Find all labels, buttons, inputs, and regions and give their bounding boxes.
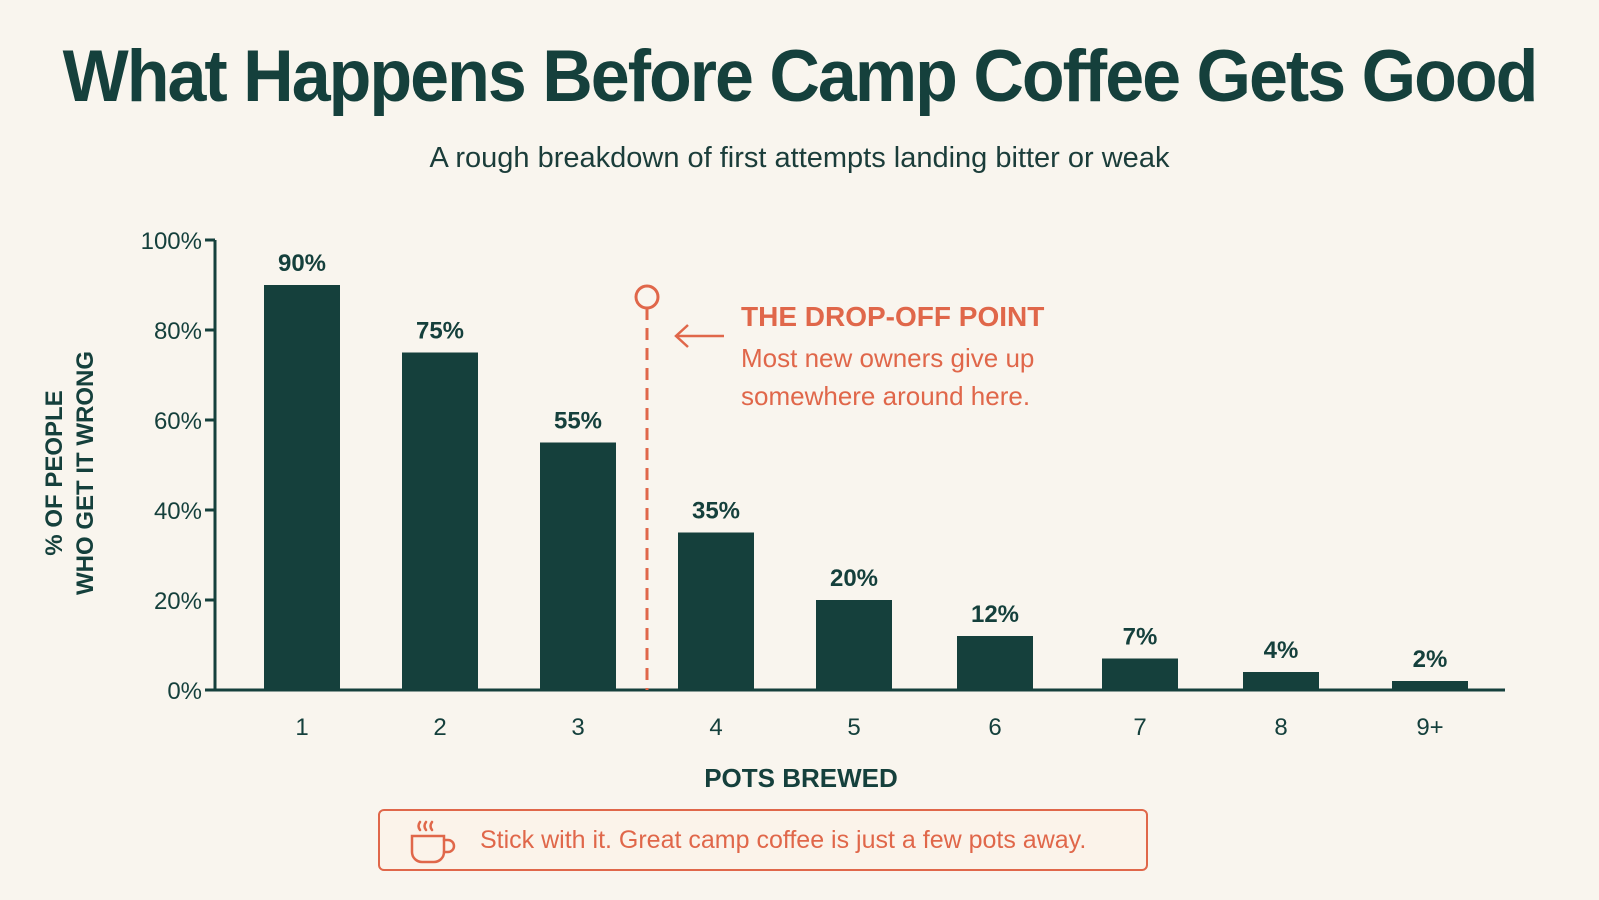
y-axis-ticks: 0% 20% 40% 60% 80% 100% [141,228,215,705]
value-label: 90% [278,250,326,277]
y-tick-label: 0% [167,678,202,705]
bar-2 [402,352,478,690]
drop-off-marker-circle [634,284,660,310]
x-tick-label: 9+ [1416,714,1443,741]
bar-3 [540,442,616,690]
x-tick-label: 8 [1274,714,1287,741]
chart-title: What Happens Before Camp Coffee Gets Goo… [62,35,1539,117]
x-tick-label: 4 [709,714,722,741]
value-label: 75% [416,318,464,345]
value-label: 35% [692,498,740,525]
bar-6 [957,636,1033,690]
x-tick-label: 3 [571,714,584,741]
drop-off-marker [634,284,660,690]
bars [264,285,1468,690]
marker-note-line-1: Most new owners give up [741,343,1034,373]
x-axis-ticks: 1 2 3 4 5 6 7 8 9+ [295,714,1443,741]
x-tick-label: 6 [988,714,1001,741]
y-axis-label-line-2: WHO GET IT WRONG [72,351,99,595]
value-label: 20% [830,565,878,592]
y-tick-label: 80% [154,318,202,345]
bar-7 [1102,658,1178,690]
value-labels: 90% 75% 55% 35% 20% 12% 7% 4% 2% [278,250,1447,673]
value-label: 12% [971,601,1019,628]
coffee-cup-icon [408,819,462,872]
bar-1 [264,285,340,690]
encouragement-callout: Stick with it. Great camp coffee is just… [378,809,1148,871]
value-label: 55% [554,408,602,435]
marker-heading: THE DROP-OFF POINT [741,301,1044,332]
y-tick-label: 20% [154,588,202,615]
bar-4 [678,532,754,690]
y-tick-label: 40% [154,498,202,525]
x-tick-label: 1 [295,714,308,741]
x-tick-label: 7 [1133,714,1146,741]
value-label: 4% [1264,637,1299,664]
bar-8 [1243,672,1319,690]
value-label: 2% [1413,646,1448,673]
x-axis-label: POTS BREWED [704,763,898,793]
bar-9+ [1392,681,1468,690]
value-label: 7% [1123,624,1158,651]
chart-subtitle: A rough breakdown of first attempts land… [429,142,1170,174]
bar-5 [816,600,892,690]
x-tick-label: 5 [847,714,860,741]
y-tick-label: 100% [141,228,202,255]
marker-note-line-2: somewhere around here. [741,381,1030,411]
y-axis-label-line-1: % OF PEOPLE [41,390,68,555]
left-arrow-icon [674,324,724,348]
callout-text: Stick with it. Great camp coffee is just… [480,826,1087,854]
y-tick-label: 60% [154,408,202,435]
x-tick-label: 2 [433,714,446,741]
